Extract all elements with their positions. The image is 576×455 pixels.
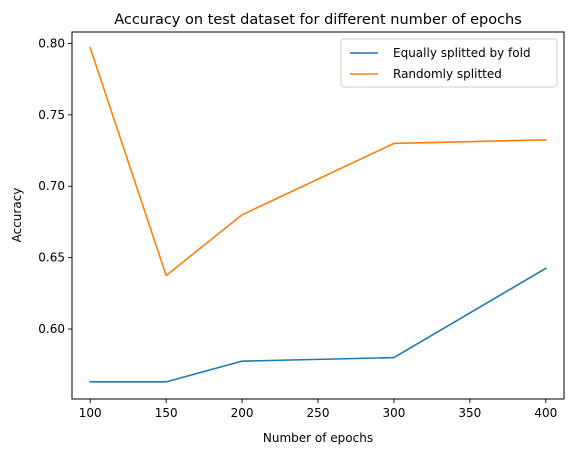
x-tick-label: 350 <box>458 406 481 420</box>
plot-area <box>89 46 547 383</box>
x-tick-label: 300 <box>382 406 405 420</box>
y-axis-title: Accuracy <box>10 188 24 243</box>
y-tick-label: 0.80 <box>38 36 65 50</box>
x-tick-label: 100 <box>79 406 102 420</box>
legend-label-1: Equally splitted by fold <box>393 46 531 60</box>
series-line-2 <box>89 46 547 277</box>
legend: Equally splitted by fold Randomly splitte… <box>340 38 558 88</box>
legend-box <box>340 38 558 88</box>
x-axis: 100 150 200 250 300 350 400 <box>79 399 557 420</box>
y-tick-label: 0.70 <box>38 179 65 193</box>
y-tick-label: 0.65 <box>38 251 65 265</box>
x-tick-label: 150 <box>155 406 178 420</box>
x-tick-label: 400 <box>534 406 557 420</box>
x-tick-label: 250 <box>307 406 330 420</box>
chart-title: Accuracy on test dataset for different n… <box>114 12 522 28</box>
y-tick-label: 0.60 <box>38 322 65 336</box>
x-tick-label: 200 <box>231 406 254 420</box>
y-axis: 0.60 0.65 0.70 0.75 0.80 <box>38 36 72 336</box>
x-axis-title: Number of epochs <box>263 431 373 445</box>
legend-label-2: Randomly splitted <box>393 67 502 81</box>
y-tick-label: 0.75 <box>38 108 65 122</box>
series-line-1 <box>89 267 547 383</box>
